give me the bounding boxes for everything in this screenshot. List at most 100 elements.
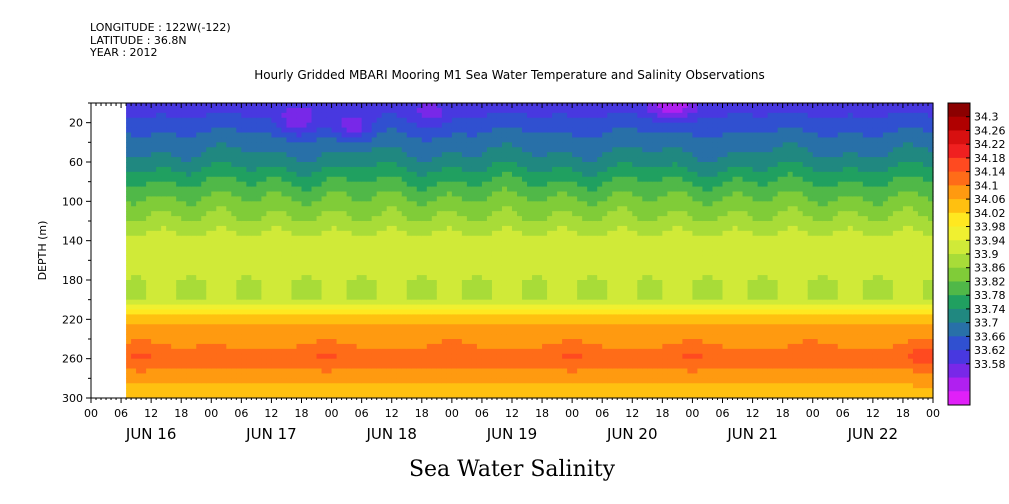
heatmap-cell (326, 265, 333, 271)
heatmap-cell (251, 324, 257, 330)
heatmap-cell (161, 324, 167, 330)
heatmap-cell (241, 353, 247, 360)
heatmap-cell (276, 368, 283, 375)
heatmap-cell (441, 152, 448, 158)
heatmap-cell (151, 363, 157, 370)
heatmap-cell (486, 304, 493, 311)
heatmap-cell (476, 221, 483, 227)
heatmap-cell (156, 201, 162, 207)
heatmap-cell (527, 181, 533, 188)
heatmap-cell (527, 280, 533, 286)
heatmap-cell (191, 211, 197, 217)
heatmap-cell (476, 304, 483, 311)
heatmap-cell (131, 137, 137, 143)
heatmap-cell (471, 255, 478, 261)
heatmap-cell (136, 260, 142, 266)
heatmap-cell (156, 171, 162, 178)
heatmap-cell (491, 132, 498, 139)
heatmap-cell (186, 107, 192, 114)
heatmap-cell (276, 299, 283, 306)
heatmap-cell (146, 245, 152, 252)
heatmap-cell (401, 378, 408, 384)
heatmap-cell (276, 314, 283, 320)
heatmap-cell (181, 166, 187, 173)
heatmap-cell (376, 289, 383, 296)
heatmap-cell (136, 211, 142, 217)
heatmap-cell (341, 378, 348, 384)
heatmap-cell (351, 329, 358, 335)
heatmap-cell (126, 284, 132, 291)
heatmap-cell (481, 230, 488, 237)
heatmap-cell (216, 176, 222, 183)
heatmap-cell (241, 206, 247, 212)
heatmap-cell (496, 388, 503, 394)
heatmap-cell (517, 162, 523, 168)
heatmap-cell (276, 211, 283, 217)
heatmap-cell (391, 137, 398, 143)
heatmap-cell (181, 265, 187, 271)
heatmap-cell (446, 157, 453, 163)
heatmap-cell (311, 152, 318, 158)
heatmap-cell (276, 216, 283, 222)
heatmap-cell (411, 275, 418, 281)
heatmap-cell (241, 383, 247, 389)
heatmap-cell (491, 348, 498, 355)
heatmap-cell (522, 393, 528, 399)
heatmap-cell (231, 343, 237, 350)
heatmap-cell (426, 275, 433, 281)
heatmap-cell (346, 211, 353, 217)
heatmap-cell (416, 255, 423, 261)
heatmap-cell (396, 334, 403, 340)
heatmap-cell (411, 324, 418, 330)
heatmap-cell (246, 348, 252, 355)
heatmap-cell (141, 299, 147, 306)
heatmap-cell (366, 309, 373, 316)
heatmap-cell (361, 211, 368, 217)
heatmap-cell (416, 358, 423, 365)
heatmap-cell (136, 329, 142, 335)
heatmap-cell (231, 294, 237, 301)
heatmap-cell (411, 309, 418, 316)
heatmap-cell (527, 393, 533, 399)
heatmap-cell (446, 186, 453, 193)
heatmap-cell (431, 142, 438, 148)
heatmap-cell (486, 280, 493, 286)
heatmap-cell (191, 284, 197, 291)
heatmap-cell (196, 319, 202, 325)
heatmap-cell (401, 368, 408, 375)
heatmap-cell (216, 255, 222, 261)
heatmap-cell (206, 201, 212, 207)
heatmap-cell (131, 304, 137, 311)
heatmap-cell (221, 319, 227, 325)
heatmap-cell (351, 245, 358, 252)
heatmap-cell (391, 152, 398, 158)
heatmap-cell (236, 265, 242, 271)
heatmap-cell (401, 280, 408, 286)
heatmap-cell (356, 343, 363, 350)
heatmap-cell (251, 107, 257, 114)
heatmap-cell (246, 255, 252, 261)
heatmap-cell (191, 304, 197, 311)
heatmap-cell (151, 191, 157, 198)
heatmap-cell (527, 235, 533, 242)
heatmap-cell (136, 289, 142, 296)
heatmap-cell (406, 294, 413, 301)
heatmap-cell (441, 329, 448, 335)
heatmap-cell (306, 363, 313, 370)
heatmap-cell (441, 339, 448, 345)
heatmap-cell (251, 235, 257, 242)
heatmap-cell (386, 201, 393, 207)
heatmap-cell (206, 117, 212, 124)
heatmap-cell (506, 329, 513, 335)
heatmap-cell (381, 255, 388, 261)
heatmap-cell (366, 324, 373, 330)
heatmap-cell (336, 280, 343, 286)
heatmap-cell (416, 343, 423, 350)
heatmap-cell (201, 358, 207, 365)
heatmap-cell (436, 171, 443, 178)
heatmap-cell (171, 383, 177, 389)
heatmap-cell (501, 319, 508, 325)
heatmap-cell (276, 260, 283, 266)
heatmap-cell (366, 334, 373, 340)
heatmap-cell (176, 201, 182, 207)
